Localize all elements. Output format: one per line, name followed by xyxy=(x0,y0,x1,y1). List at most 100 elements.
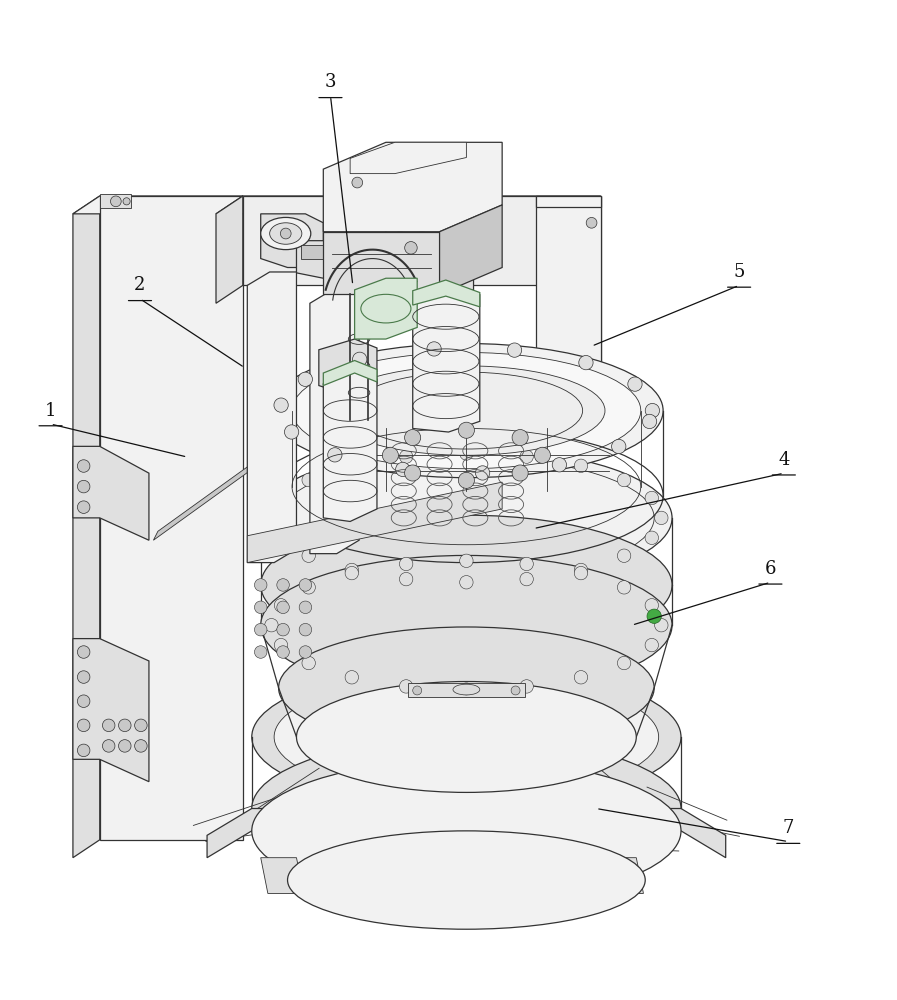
Circle shape xyxy=(77,695,90,707)
Ellipse shape xyxy=(384,230,438,266)
Circle shape xyxy=(520,680,534,693)
Polygon shape xyxy=(323,370,377,521)
Polygon shape xyxy=(207,809,726,858)
Circle shape xyxy=(302,549,316,562)
Circle shape xyxy=(135,719,147,732)
Polygon shape xyxy=(422,251,474,293)
Text: 2: 2 xyxy=(135,276,145,294)
Circle shape xyxy=(300,601,311,614)
Polygon shape xyxy=(413,280,480,307)
Circle shape xyxy=(574,671,588,684)
Polygon shape xyxy=(73,639,149,782)
Circle shape xyxy=(300,646,311,658)
Circle shape xyxy=(475,466,490,480)
Circle shape xyxy=(345,563,359,577)
Text: 1: 1 xyxy=(45,402,57,420)
Circle shape xyxy=(396,462,410,477)
Circle shape xyxy=(405,430,421,446)
Circle shape xyxy=(382,447,398,463)
Ellipse shape xyxy=(288,831,645,929)
Polygon shape xyxy=(301,245,332,259)
Circle shape xyxy=(77,671,90,683)
Circle shape xyxy=(617,581,631,594)
Circle shape xyxy=(459,683,473,696)
Circle shape xyxy=(281,228,292,239)
Text: 3: 3 xyxy=(325,73,336,91)
Circle shape xyxy=(302,656,316,670)
Polygon shape xyxy=(538,196,600,393)
Ellipse shape xyxy=(261,217,310,250)
Circle shape xyxy=(277,579,290,591)
Circle shape xyxy=(302,581,316,594)
Circle shape xyxy=(77,646,90,658)
Circle shape xyxy=(352,177,362,188)
Polygon shape xyxy=(248,272,297,563)
Circle shape xyxy=(458,422,475,438)
Circle shape xyxy=(300,623,311,636)
Circle shape xyxy=(274,638,288,652)
Circle shape xyxy=(511,686,520,695)
Circle shape xyxy=(520,572,534,586)
Circle shape xyxy=(612,439,626,454)
Circle shape xyxy=(587,217,597,228)
Polygon shape xyxy=(323,232,440,294)
Polygon shape xyxy=(248,482,502,563)
Circle shape xyxy=(628,377,642,391)
Polygon shape xyxy=(386,223,457,280)
Polygon shape xyxy=(73,196,100,858)
Circle shape xyxy=(405,465,421,481)
Circle shape xyxy=(579,355,593,370)
Circle shape xyxy=(399,680,413,693)
Polygon shape xyxy=(73,196,243,214)
Ellipse shape xyxy=(252,665,681,809)
Circle shape xyxy=(255,646,267,658)
Circle shape xyxy=(277,601,290,614)
Ellipse shape xyxy=(252,737,681,880)
Circle shape xyxy=(77,460,90,472)
Circle shape xyxy=(574,459,588,473)
Circle shape xyxy=(458,472,475,488)
Polygon shape xyxy=(318,339,377,394)
Circle shape xyxy=(274,398,288,412)
Circle shape xyxy=(77,501,90,513)
Text: 4: 4 xyxy=(778,451,789,469)
Circle shape xyxy=(459,576,473,589)
Ellipse shape xyxy=(261,448,672,588)
Polygon shape xyxy=(73,446,149,540)
Polygon shape xyxy=(216,196,600,214)
Circle shape xyxy=(77,480,90,493)
Circle shape xyxy=(405,242,417,254)
Circle shape xyxy=(462,686,471,695)
Circle shape xyxy=(645,531,658,544)
Polygon shape xyxy=(408,683,525,697)
Circle shape xyxy=(520,450,534,463)
Polygon shape xyxy=(243,196,538,285)
Circle shape xyxy=(123,198,130,205)
Circle shape xyxy=(265,618,278,632)
Circle shape xyxy=(102,719,115,732)
Circle shape xyxy=(645,403,659,418)
Circle shape xyxy=(617,473,631,487)
Circle shape xyxy=(265,511,278,525)
Polygon shape xyxy=(100,196,243,840)
Circle shape xyxy=(255,579,267,591)
Polygon shape xyxy=(100,194,131,208)
Ellipse shape xyxy=(292,352,640,469)
Circle shape xyxy=(77,719,90,732)
Circle shape xyxy=(553,458,567,472)
Circle shape xyxy=(399,557,413,571)
Polygon shape xyxy=(309,290,359,554)
Circle shape xyxy=(345,566,359,580)
Circle shape xyxy=(274,531,288,544)
Ellipse shape xyxy=(453,684,480,695)
Text: 7: 7 xyxy=(782,819,794,837)
Circle shape xyxy=(655,511,668,525)
Circle shape xyxy=(300,579,311,591)
Polygon shape xyxy=(261,214,323,268)
Circle shape xyxy=(118,719,131,732)
Circle shape xyxy=(512,430,528,446)
Ellipse shape xyxy=(270,223,302,244)
Polygon shape xyxy=(536,196,600,207)
Polygon shape xyxy=(609,858,643,893)
Polygon shape xyxy=(297,241,354,279)
